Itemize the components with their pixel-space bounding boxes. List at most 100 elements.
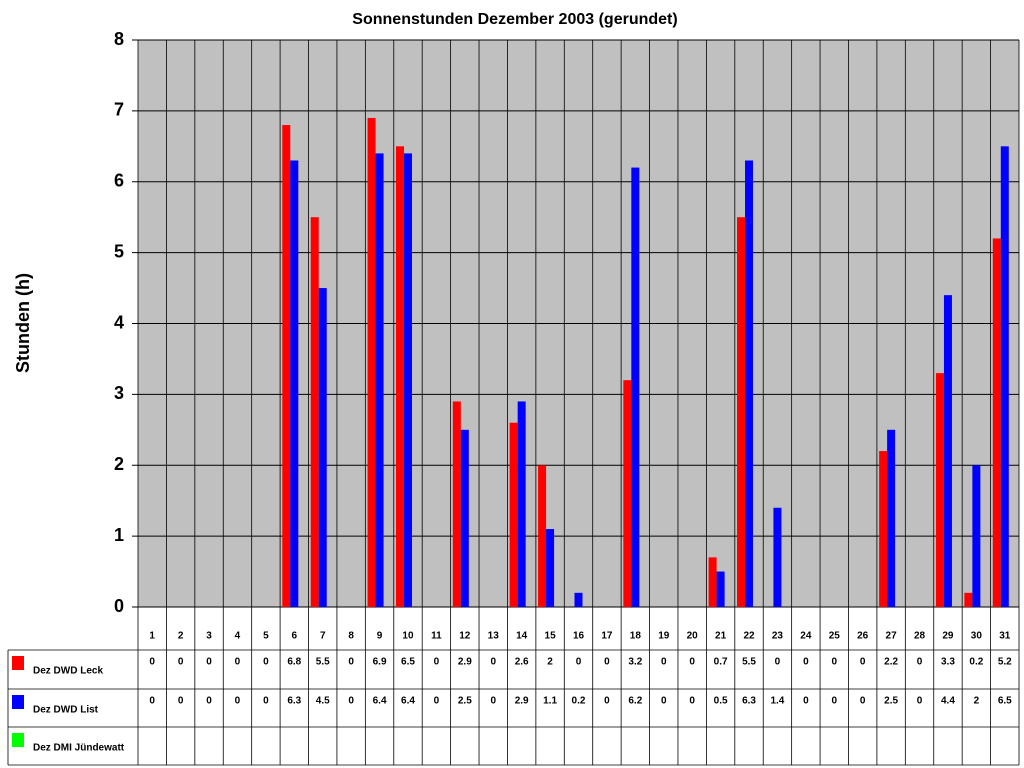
bar [972,465,981,607]
data-table-value: 6.4 [373,696,387,707]
y-tick-label: 6 [114,171,124,191]
y-tick-label: 4 [114,312,124,332]
data-table-value: 4.5 [316,696,330,707]
data-table-value: 0 [490,696,496,707]
data-table-value: 0 [860,696,866,707]
bar [935,373,944,607]
data-table-value: 0 [604,657,610,668]
x-tick-label: 3 [206,631,212,642]
data-table-value: 6.9 [373,657,387,668]
x-tick-label: 29 [942,631,954,642]
data-table-value: 2.9 [458,657,472,668]
data-table-value: 6.3 [287,696,301,707]
legend-label: Dez DMI Jündewatt [33,743,125,754]
data-table-value: 0.5 [714,696,728,707]
bar [282,125,291,608]
x-tick-label: 26 [857,631,869,642]
bar [992,238,1001,607]
data-table-value: 0 [860,657,866,668]
data-table-value: 0 [775,657,781,668]
bar [460,429,469,607]
bar [943,295,952,607]
data-table-value: 6.5 [401,657,415,668]
x-tick-label: 31 [999,631,1011,642]
data-table-value: 0 [917,657,923,668]
data-table-value: 0.2 [969,657,983,668]
y-tick-label: 1 [114,525,124,545]
data-table-value: 1.1 [543,696,557,707]
data-table-value: 5.2 [998,657,1012,668]
data-table-value: 2.6 [515,657,529,668]
x-tick-label: 2 [178,631,184,642]
data-table-value: 0 [917,696,923,707]
data-table-value: 0 [831,696,837,707]
bar [737,217,746,607]
data-table-value: 2.5 [884,696,898,707]
bar [716,571,725,607]
x-tick-label: 7 [320,631,326,642]
x-tick-label: 25 [829,631,841,642]
y-tick-label: 0 [114,596,124,616]
data-table-value: 0 [178,657,184,668]
data-table-value: 2 [547,657,553,668]
data-table-value: 0 [206,696,212,707]
data-table-value: 6.2 [628,696,642,707]
data-table-value: 0 [263,657,269,668]
legend-swatch [12,656,24,670]
y-tick-label: 8 [114,29,124,49]
x-tick-label: 11 [431,631,442,642]
data-table-value: 0 [235,657,241,668]
bar [517,401,526,607]
data-table-value: 0 [661,657,667,668]
bar [290,160,299,608]
legend-swatch [12,695,24,709]
bar [964,592,973,607]
x-tick-label: 22 [743,631,755,642]
data-table-value: 5.5 [742,657,756,668]
bar [745,160,754,608]
bar [623,380,632,607]
x-tick-label: 19 [658,631,670,642]
x-tick-label: 28 [914,631,926,642]
data-table-value: 2.9 [515,696,529,707]
bar [574,592,583,607]
x-tick-label: 8 [348,631,354,642]
bar [403,153,412,607]
data-table-value: 0 [263,696,269,707]
data-table-value: 0 [803,696,809,707]
data-table-value: 2 [974,696,980,707]
x-tick-label: 15 [545,631,557,642]
bar [310,217,319,607]
data-table-value: 0 [661,696,667,707]
x-tick-label: 6 [292,631,298,642]
data-table-value: 0 [831,657,837,668]
y-tick-label: 7 [114,100,124,120]
x-tick-label: 9 [377,631,383,642]
bar [1000,146,1009,607]
x-tick-label: 14 [516,631,528,642]
data-table-value: 0 [235,696,241,707]
x-tick-label: 27 [886,631,898,642]
data-table-value: 2.2 [884,657,898,668]
x-tick-label: 1 [149,631,155,642]
bar [631,167,640,607]
data-table-value: 3.2 [628,657,642,668]
bar [395,146,404,607]
data-table-value: 0 [490,657,496,668]
data-table-value: 0 [434,657,440,668]
x-tick-label: 4 [235,631,241,642]
bar [546,529,555,607]
x-tick-label: 13 [488,631,500,642]
data-table-value: 4.4 [941,696,955,707]
y-tick-label: 5 [114,241,124,261]
data-table-value: 0 [206,657,212,668]
legend-label: Dez DWD Leck [33,666,103,677]
bar [509,422,518,607]
data-table-value: 0 [149,696,155,707]
data-table-value: 0 [178,696,184,707]
x-tick-label: 10 [402,631,414,642]
y-axis-label: Stunden (h) [13,273,33,373]
legend-swatch [12,733,24,747]
bar [773,507,782,607]
bar [538,465,547,607]
